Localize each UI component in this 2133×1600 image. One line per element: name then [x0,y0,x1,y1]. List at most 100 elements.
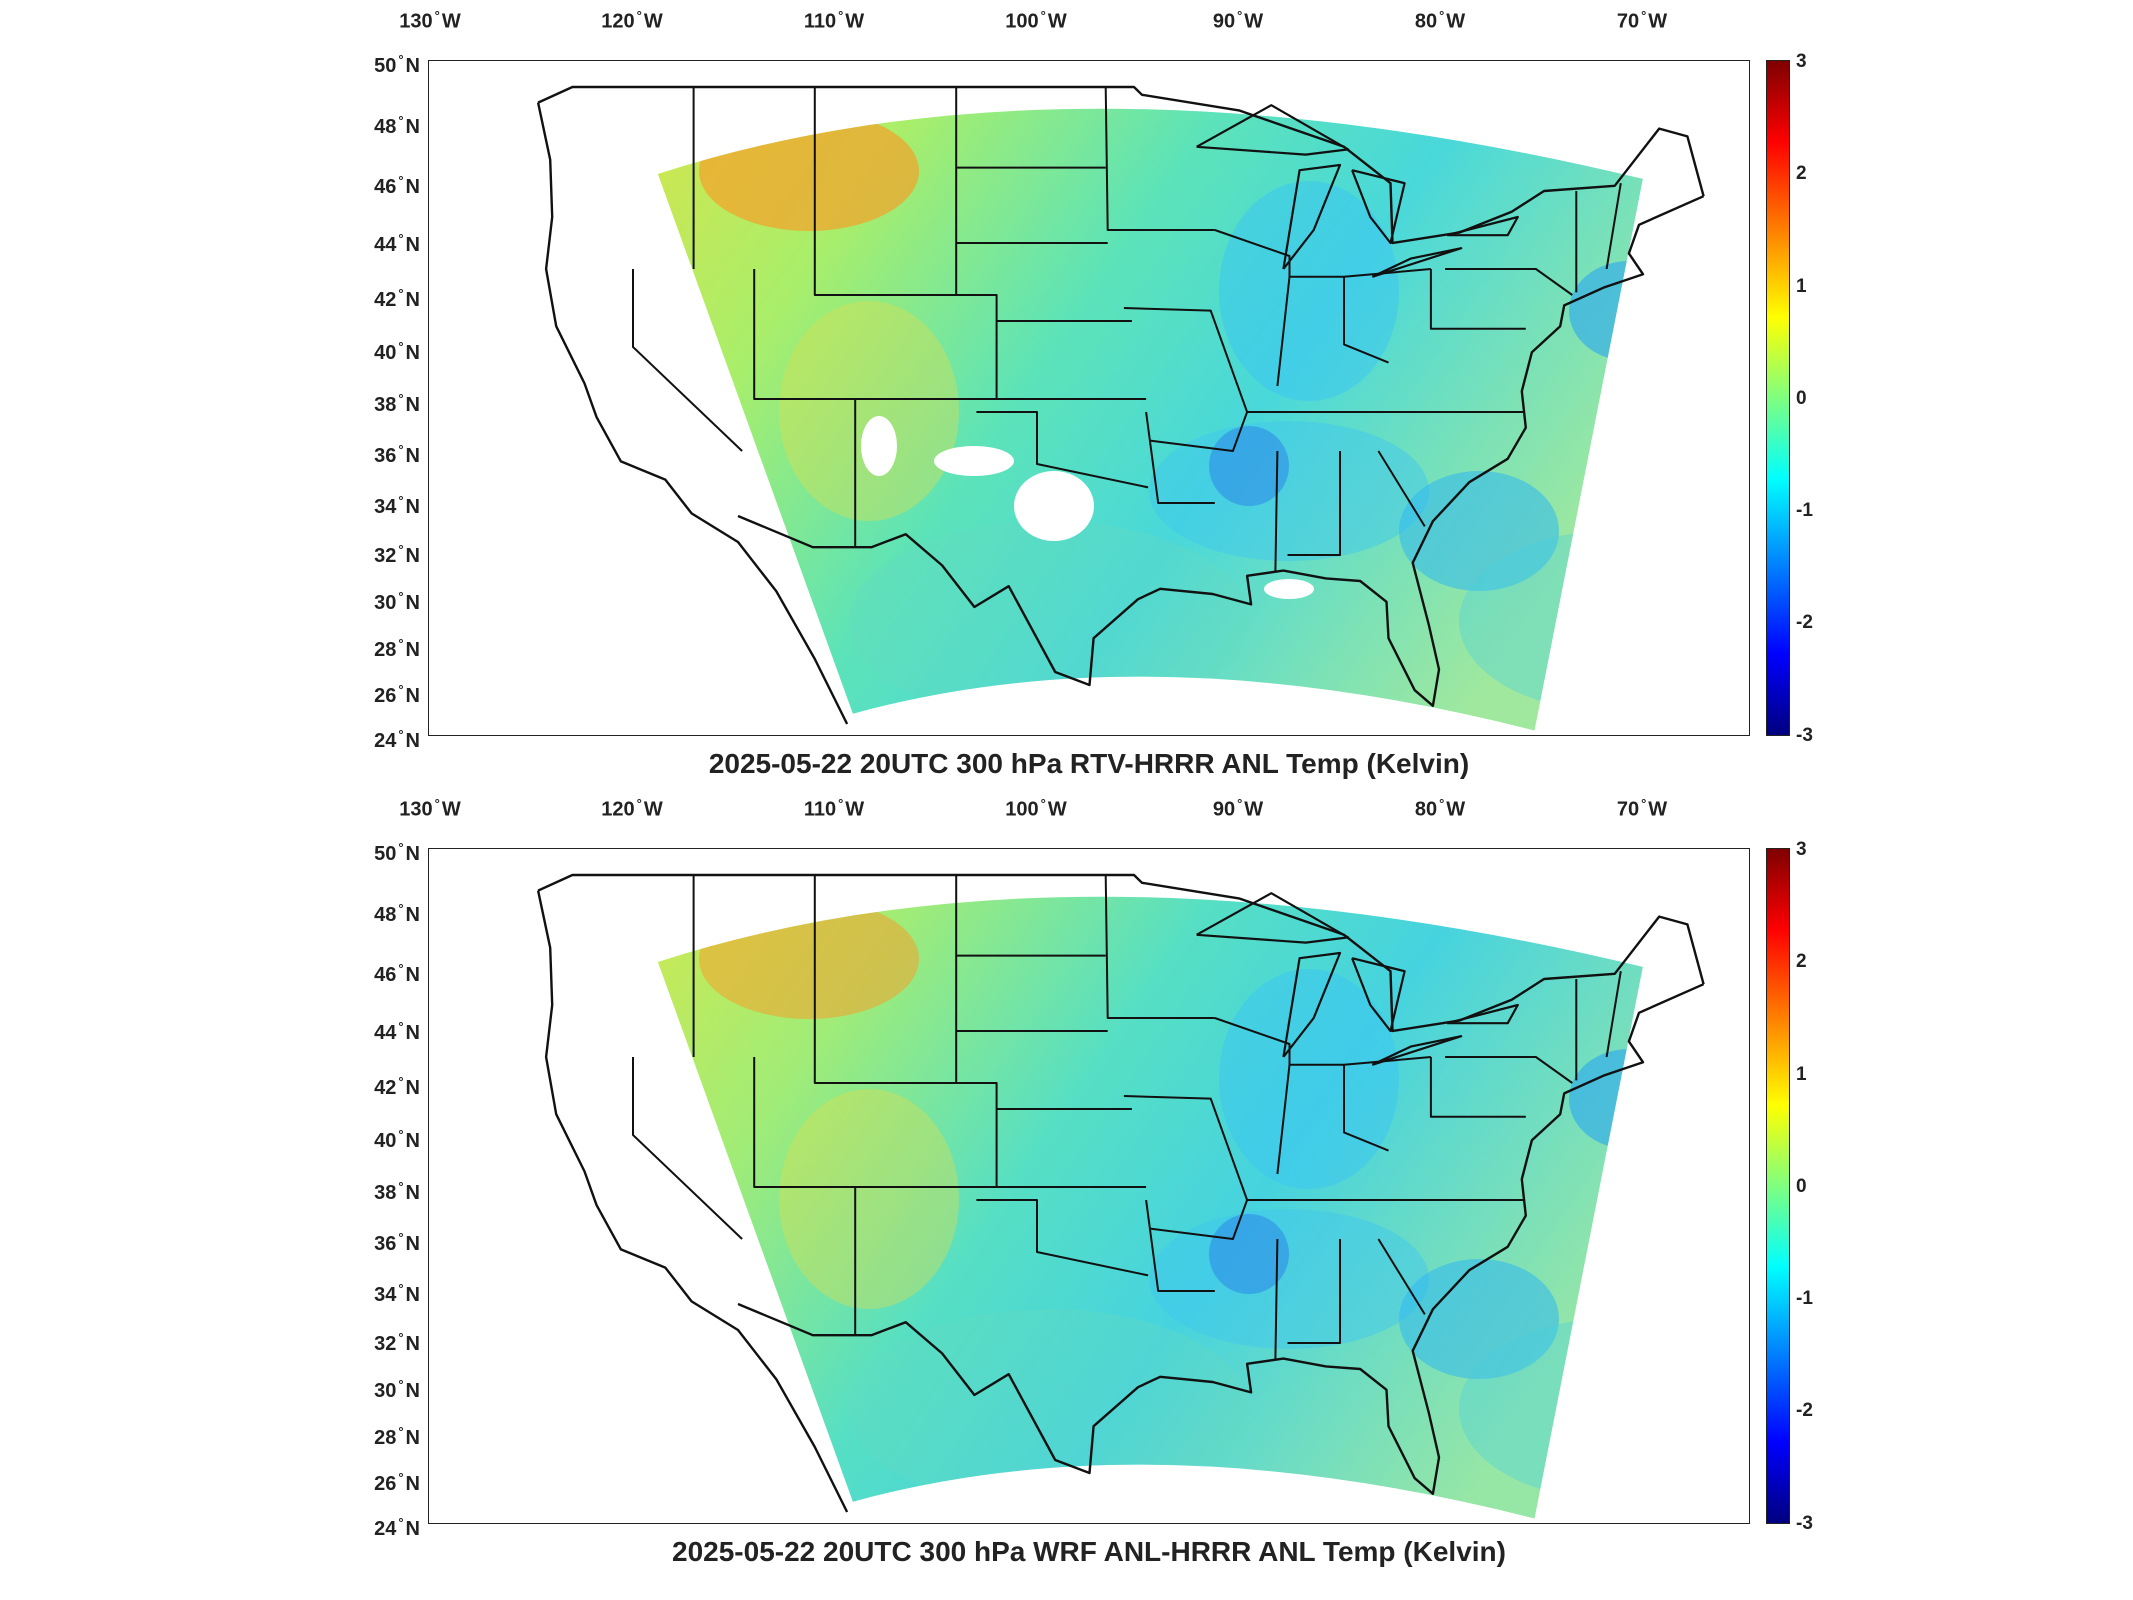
northern-border [537,873,1705,1033]
state-boundary [632,269,743,452]
great-lake-outline [1351,169,1406,245]
great-lake-outline [1196,104,1350,156]
latitude-tick-label: 40 ° N [374,339,420,364]
panel-title-rtv: 2025-05-22 20UTC 300 hPa RTV-HRRR ANL Te… [708,748,1470,779]
latitude-tick-label: 30 ° N [374,1377,420,1402]
state-boundary [1104,874,1215,1019]
state-boundary [1377,1238,1426,1315]
colorbar-wrf [1766,848,1790,1524]
longitude-tick-label: 130 ° W [399,796,461,821]
longitude-tick-label: 70 ° W [1616,796,1668,821]
latitude-tick-label: 46 ° N [374,961,420,986]
longitude-tick-label: 80 ° W [1414,8,1466,33]
great-lake-outline [1446,1003,1519,1025]
latitude-tick-label: 50 ° N [374,840,420,865]
longitude-tick-label: 120 ° W [601,796,663,821]
colorbar-tick-label: 3 [1796,839,1807,860]
state-boundary [1276,276,1291,387]
map-panel-rtv: 2025-05-22 20UTC 300 hPa RTV-HRRR ANL Te… [374,8,1813,779]
state-boundary [1377,450,1426,527]
state-boundary [1445,268,1573,296]
colorbar-tick-label: -1 [1796,500,1813,521]
latitude-tick-label: 44 ° N [374,1019,420,1044]
state-boundary [1605,183,1622,270]
latitude-tick-label: 32 ° N [374,1330,420,1355]
latitude-tick-label: 24 ° N [374,727,420,752]
northern-border [537,85,1705,245]
longitude-tick-label: 120 ° W [601,8,663,33]
latitude-tick-label: 36 ° N [374,1230,420,1255]
state-boundary [1605,971,1622,1058]
great-lake-outline [1371,247,1463,278]
temperature-field [657,896,1643,1519]
state-boundary [1276,1064,1291,1175]
colorbar-tick-label: 1 [1796,276,1807,297]
state-boundary [1429,269,1526,330]
state-boundary [1343,276,1389,364]
great-lake-outline [1351,957,1406,1033]
state-boundary [1287,1239,1341,1344]
great-lake-outline [1282,951,1342,1058]
latitude-tick-label: 42 ° N [374,1074,420,1099]
colorbar-tick-label: -3 [1796,1513,1813,1534]
colorbar-tick-label: 3 [1796,51,1807,72]
state-boundary [753,1057,857,1336]
longitude-tick-label: 130 ° W [399,8,461,33]
state-boundary [753,269,857,548]
colorbar-tick-label: -2 [1796,1400,1813,1421]
colorbar-tick-label: 0 [1796,388,1807,409]
latitude-tick-label: 32 ° N [374,542,420,567]
latitude-tick-label: 34 ° N [374,1281,420,1306]
latitude-tick-label: 50 ° N [374,52,420,77]
latitude-tick-label: 48 ° N [374,901,420,926]
state-boundary [1429,1057,1526,1118]
map-canvas [536,873,1705,1519]
political-boundaries [536,85,1705,725]
latitude-tick-label: 24 ° N [374,1515,420,1540]
great-lake-outline [1371,1035,1463,1066]
great-lake-outline [1282,163,1342,270]
east-gulf-coastline [737,983,1705,1495]
colorbar-tick-label: -2 [1796,612,1813,633]
state-boundary [1145,1199,1215,1292]
colorbar-tick-label: 2 [1796,951,1807,972]
panel-title-wrf: 2025-05-22 20UTC 300 hPa WRF ANL-HRRR AN… [672,1536,1506,1567]
colorbar-tick-label: 1 [1796,1064,1807,1085]
map-canvas [536,85,1705,731]
colorbar-rtv [1766,60,1790,736]
state-boundary [1145,411,1215,504]
latitude-tick-label: 34 ° N [374,493,420,518]
state-boundary [1343,1064,1389,1152]
latitude-tick-label: 42 ° N [374,286,420,311]
latitude-tick-label: 38 ° N [374,391,420,416]
state-boundary [855,1082,998,1188]
great-lake-outline [1446,215,1519,237]
latitude-tick-label: 28 ° N [374,636,420,661]
longitude-tick-label: 80 ° W [1414,796,1466,821]
latitude-tick-label: 44 ° N [374,231,420,256]
map-plot-rtv [428,60,1750,736]
west-coastline [536,890,849,1513]
longitude-tick-label: 100 ° W [1005,8,1067,33]
colorbar-tick-label: 2 [1796,163,1807,184]
west-coastline [536,102,849,725]
latitude-tick-label: 38 ° N [374,1179,420,1204]
latitude-tick-label: 30 ° N [374,589,420,614]
latitude-tick-label: 26 ° N [374,682,420,707]
colorbar-tick-label: -1 [1796,1288,1813,1309]
longitude-tick-label: 70 ° W [1616,8,1668,33]
state-boundary [1287,451,1341,556]
colorbar-tick-label: -3 [1796,725,1813,746]
state-boundary [1274,1238,1279,1359]
latitude-tick-label: 46 ° N [374,173,420,198]
state-boundary [1104,86,1215,231]
east-gulf-coastline [737,195,1705,707]
state-boundary [1214,229,1431,278]
longitude-tick-label: 110 ° W [803,8,865,33]
state-boundary [855,294,998,400]
colorbar-tick-label: 0 [1796,1176,1807,1197]
state-boundary [976,411,1149,489]
state-boundary [1445,1056,1573,1084]
state-boundary [632,1057,743,1240]
latitude-tick-label: 36 ° N [374,442,420,467]
